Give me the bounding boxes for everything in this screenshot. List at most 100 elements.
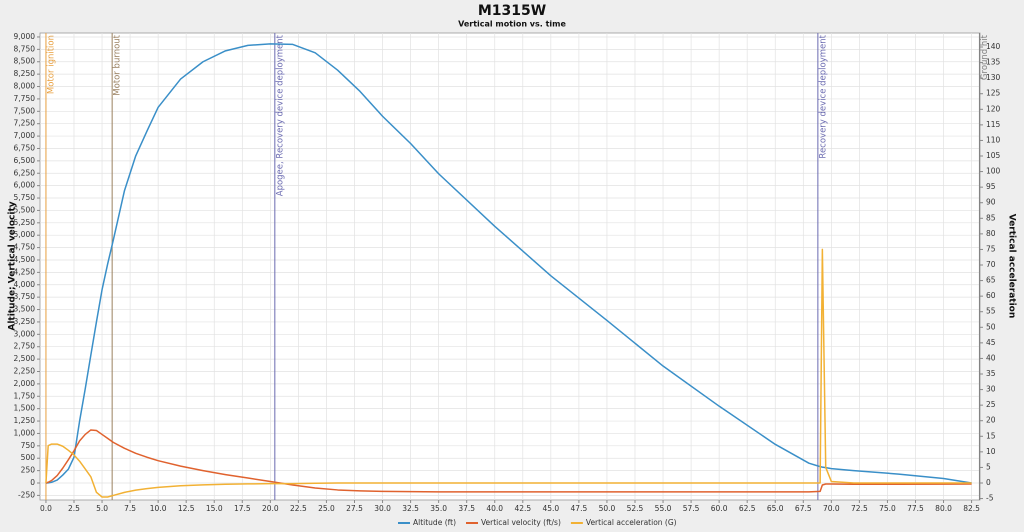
y-tick-label: -250	[18, 490, 35, 499]
x-tick-label: 47.5	[571, 504, 588, 513]
y-tick-label: 5,750	[14, 193, 36, 202]
y2-tick-label: 95	[986, 182, 996, 191]
y-tick-label: 8,000	[14, 82, 36, 91]
y2-tick-label: 20	[986, 416, 996, 425]
y-axis-label: Altitude; Vertical velocity	[8, 201, 18, 330]
x-tick-label: 67.5	[795, 504, 812, 513]
x-tick-label: 72.5	[851, 504, 868, 513]
x-tick-label: 62.5	[739, 504, 756, 513]
y2-tick-label: 70	[986, 260, 996, 269]
x-tick-label: 80.0	[935, 504, 952, 513]
y-tick-label: 1,500	[14, 404, 36, 413]
y2-tick-label: 80	[986, 229, 996, 238]
y-tick-label: 500	[21, 453, 36, 462]
y2-tick-label: 130	[986, 73, 1001, 82]
y2-tick-label: 40	[986, 353, 996, 362]
chart-title: M1315W	[478, 3, 546, 19]
x-tick-label: 20.0	[262, 504, 279, 513]
x-tick-label: 57.5	[683, 504, 700, 513]
series-line	[45, 429, 972, 493]
legend-label: Vertical acceleration (G)	[586, 518, 677, 527]
chart-subtitle: Vertical motion vs. time	[458, 20, 566, 29]
y2-tick-label: 135	[986, 58, 1001, 67]
y2-tick-label: 85	[986, 213, 996, 222]
y2-tick-label: 10	[986, 447, 996, 456]
y-tick-label: 7,000	[14, 131, 36, 140]
legend-label: Altitude (ft)	[413, 518, 456, 527]
x-tick-label: 70.0	[823, 504, 840, 513]
y2-tick-label: 125	[986, 89, 1001, 98]
x-tick-label: 5.0	[96, 504, 108, 513]
x-tick-label: 55.0	[655, 504, 672, 513]
x-tick-label: 40.0	[486, 504, 503, 513]
y-tick-label: 6,500	[14, 156, 36, 165]
x-tick-label: 82.5	[963, 504, 980, 513]
x-tick-label: 50.0	[599, 504, 616, 513]
x-tick-label: 60.0	[711, 504, 728, 513]
y-tick-label: 250	[21, 466, 36, 475]
y-tick-label: 8,250	[14, 69, 36, 78]
y-tick-label: 5,250	[14, 218, 36, 227]
x-tick-label: 37.5	[458, 504, 475, 513]
y2-tick-label: 50	[986, 322, 996, 331]
y-tick-label: 4,000	[14, 280, 36, 289]
y-tick-label: 3,750	[14, 292, 36, 301]
x-tick-label: 15.0	[206, 504, 223, 513]
y2-tick-label: 55	[986, 307, 996, 316]
series-line	[45, 248, 972, 498]
event-label: Motor ignition	[46, 35, 56, 94]
y-tick-label: 5,000	[14, 230, 36, 239]
y-tick-label: 750	[21, 441, 36, 450]
x-tick-label: 75.0	[879, 504, 896, 513]
y2-tick-label: 105	[986, 151, 1001, 160]
y-tick-label: 6,000	[14, 181, 36, 190]
x-tick-label: 45.0	[542, 504, 559, 513]
x-tick-label: 7.5	[124, 504, 136, 513]
y2-tick-label: 140	[986, 42, 1001, 51]
y-tick-label: 7,500	[14, 106, 36, 115]
event-label: Apogee, Recovery device deployment	[275, 34, 285, 196]
x-tick-label: 35.0	[430, 504, 447, 513]
y-tick-label: 2,250	[14, 366, 36, 375]
x-tick-label: 65.0	[767, 504, 784, 513]
y-tick-label: 6,750	[14, 143, 36, 152]
x-tick-label: 10.0	[150, 504, 167, 513]
y-tick-label: 3,000	[14, 329, 36, 338]
y-tick-label: 3,500	[14, 305, 36, 314]
y2-tick-label: 120	[986, 104, 1001, 113]
y-tick-label: 2,000	[14, 379, 36, 388]
y-tick-label: 2,750	[14, 342, 36, 351]
event-label: Ground hit	[980, 34, 990, 80]
y-tick-label: 9,000	[14, 32, 36, 41]
y2-tick-label: 0	[986, 478, 991, 487]
y-tick-label: 1,250	[14, 416, 36, 425]
y2-tick-label: 5	[986, 462, 991, 471]
x-tick-label: 30.0	[374, 504, 391, 513]
y-tick-label: 3,250	[14, 317, 36, 326]
y-tick-label: 1,000	[14, 428, 36, 437]
y-tick-label: 4,500	[14, 255, 36, 264]
y2-tick-label: 60	[986, 291, 996, 300]
y2-axis-label: Vertical acceleration	[1007, 214, 1017, 319]
y2-tick-label: 110	[986, 135, 1001, 144]
y-tick-label: 7,750	[14, 94, 36, 103]
series-line	[45, 43, 972, 484]
x-tick-label: 25.0	[318, 504, 335, 513]
x-tick-label: 32.5	[402, 504, 419, 513]
x-tick-label: 27.5	[346, 504, 363, 513]
x-tick-label: 52.5	[627, 504, 644, 513]
y2-tick-label: 90	[986, 198, 996, 207]
y-tick-label: 8,500	[14, 57, 36, 66]
x-tick-label: 0.0	[40, 504, 52, 513]
y-tick-label: 7,250	[14, 119, 36, 128]
y2-tick-label: 65	[986, 276, 996, 285]
y2-tick-label: 45	[986, 338, 996, 347]
y2-tick-label: 30	[986, 385, 996, 394]
y2-tick-label: -5	[986, 494, 994, 503]
legend-label: Vertical velocity (ft/s)	[481, 518, 561, 527]
y-tick-label: 4,750	[14, 243, 36, 252]
y-tick-label: 5,500	[14, 205, 36, 214]
x-tick-label: 77.5	[907, 504, 924, 513]
event-label: Motor burnout	[113, 34, 123, 95]
